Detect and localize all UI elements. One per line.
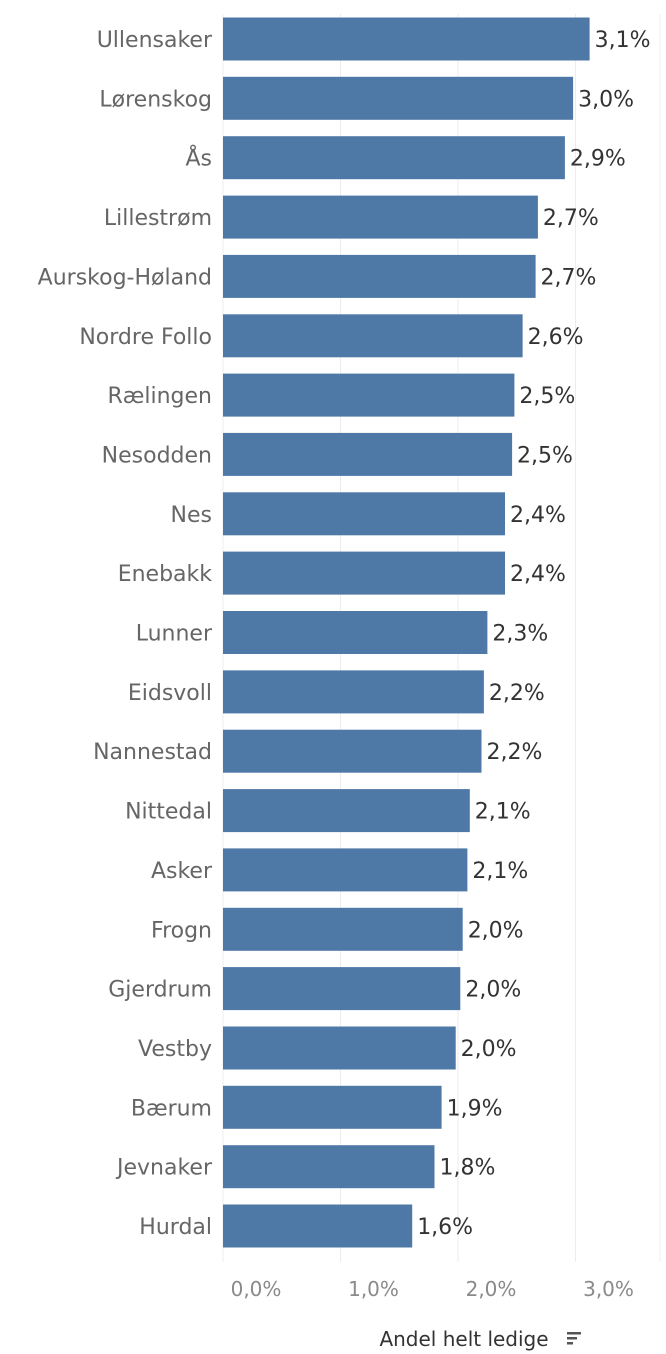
- x-tick-label: 1,0%: [348, 1277, 399, 1301]
- value-label: 2,0%: [461, 1037, 517, 1062]
- bar[interactable]: [223, 1026, 456, 1070]
- category-labels: Ullensaker Lørenskog Ås Lillestrøm Aurskog-H…: [38, 28, 213, 1240]
- value-label: 3,0%: [578, 87, 634, 112]
- category-label: Lunner: [136, 622, 213, 647]
- bar[interactable]: [223, 1145, 435, 1189]
- value-label: 3,1%: [595, 28, 651, 53]
- bar[interactable]: [223, 848, 468, 892]
- value-label: 2,0%: [465, 978, 521, 1003]
- bar[interactable]: [223, 789, 470, 833]
- bar[interactable]: [223, 967, 461, 1011]
- value-label: 1,6%: [417, 1215, 473, 1240]
- bar[interactable]: [223, 729, 482, 773]
- category-label: Nes: [171, 503, 212, 528]
- bar[interactable]: [223, 1085, 442, 1129]
- category-label: Nittedal: [125, 800, 212, 825]
- x-tick-label: 3,0%: [583, 1277, 634, 1301]
- bar[interactable]: [223, 17, 590, 61]
- bar[interactable]: [223, 76, 574, 120]
- category-label: Aurskog-Høland: [38, 265, 212, 290]
- value-label: 2,0%: [468, 918, 524, 943]
- category-label: Vestby: [138, 1037, 212, 1062]
- category-label: Nordre Follo: [79, 325, 212, 350]
- category-label: Lillestrøm: [104, 206, 212, 231]
- bar[interactable]: [223, 492, 505, 536]
- category-label: Nannestad: [93, 740, 212, 765]
- value-label: 1,9%: [447, 1096, 503, 1121]
- value-label: 2,5%: [519, 384, 575, 409]
- value-label: 2,1%: [472, 859, 528, 884]
- value-label: 2,2%: [489, 681, 545, 706]
- value-label: 2,4%: [510, 562, 566, 587]
- x-tick-label: 2,0%: [466, 1277, 517, 1301]
- category-label: Enebakk: [118, 562, 213, 587]
- bar[interactable]: [223, 136, 565, 180]
- category-label: Ås: [185, 145, 212, 172]
- value-label: 2,3%: [492, 622, 548, 647]
- x-axis-ticks: 0,0% 1,0% 2,0% 3,0%: [231, 1277, 634, 1301]
- category-label: Asker: [151, 859, 213, 884]
- category-label: Frogn: [151, 918, 212, 943]
- x-axis-title[interactable]: Andel helt ledige: [379, 1327, 548, 1351]
- category-label: Rælingen: [108, 384, 213, 409]
- category-label: Hurdal: [139, 1215, 212, 1240]
- category-label: Ullensaker: [97, 28, 213, 53]
- bar[interactable]: [223, 551, 505, 595]
- bar[interactable]: [223, 432, 513, 476]
- value-label: 2,5%: [517, 443, 573, 468]
- bar[interactable]: [223, 670, 484, 714]
- value-labels: 3,1% 3,0% 2,9% 2,7% 2,7% 2,6% 2,5% 2,5% 2,4% 2,4%…: [417, 28, 650, 1240]
- value-label: 1,8%: [440, 1156, 496, 1181]
- value-label: 2,7%: [541, 265, 597, 290]
- x-tick-label: 0,0%: [231, 1277, 282, 1301]
- bar[interactable]: [223, 254, 536, 298]
- bar[interactable]: [223, 907, 463, 951]
- value-label: 2,4%: [510, 503, 566, 528]
- category-label: Nesodden: [102, 443, 212, 468]
- bar[interactable]: [223, 314, 523, 358]
- category-label: Eidsvoll: [128, 681, 212, 706]
- value-label: 2,1%: [475, 800, 531, 825]
- bar[interactable]: [223, 195, 538, 239]
- value-label: 2,9%: [570, 147, 626, 172]
- category-label: Jevnaker: [115, 1156, 213, 1181]
- category-label: Gjerdrum: [108, 978, 212, 1003]
- value-label: 2,7%: [543, 206, 599, 231]
- value-label: 2,6%: [528, 325, 584, 350]
- bars: [223, 17, 590, 1248]
- category-label: Bærum: [131, 1096, 212, 1121]
- sort-descending-icon[interactable]: [567, 1332, 581, 1345]
- value-label: 2,2%: [487, 740, 543, 765]
- bar[interactable]: [223, 373, 515, 417]
- bar[interactable]: [223, 1204, 413, 1248]
- category-label: Lørenskog: [99, 87, 212, 112]
- bar[interactable]: [223, 611, 488, 654]
